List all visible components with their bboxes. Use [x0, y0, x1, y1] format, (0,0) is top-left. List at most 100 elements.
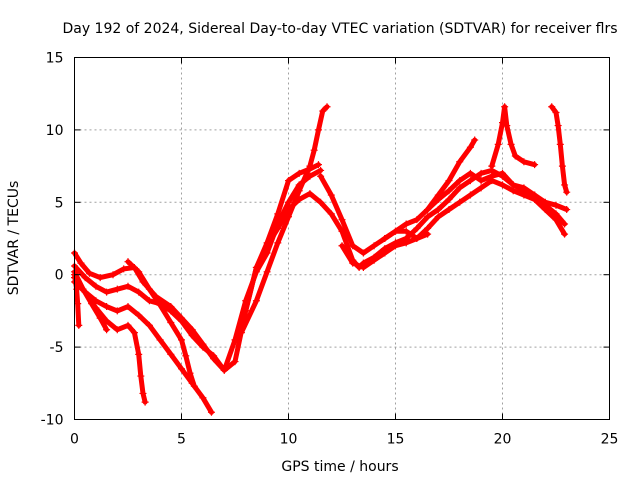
data-point-marker — [424, 206, 432, 214]
data-point-marker — [520, 184, 528, 192]
data-point-marker — [124, 282, 132, 290]
data-point-marker — [274, 239, 282, 247]
data-point-marker — [552, 201, 560, 209]
data-point-marker — [274, 224, 282, 232]
data-point-marker — [531, 161, 539, 169]
data-point-marker — [319, 107, 327, 115]
data-point-marker — [456, 158, 464, 166]
data-point-marker — [554, 122, 562, 130]
data-point-marker — [113, 307, 121, 315]
data-point-marker — [231, 358, 239, 366]
data-point-marker — [135, 350, 143, 358]
data-point-marker — [96, 274, 104, 282]
data-point-marker — [456, 184, 464, 192]
data-point-marker — [445, 206, 453, 214]
data-point-marker — [381, 249, 389, 257]
data-point-marker — [402, 239, 410, 247]
data-point-marker — [103, 317, 111, 325]
data-point-marker — [359, 263, 367, 271]
data-point-marker — [156, 301, 164, 309]
data-point-marker — [317, 172, 325, 180]
data-point-marker — [558, 162, 566, 170]
data-point-marker — [424, 230, 432, 238]
series-arc-8 — [237, 103, 331, 337]
series-line — [549, 104, 570, 195]
data-point-marker — [199, 394, 207, 402]
data-point-marker — [456, 177, 464, 185]
series-line — [318, 170, 568, 256]
x-tick-label: 10 — [280, 432, 298, 448]
chart-title: Day 192 of 2024, Sidereal Day-to-day VTE… — [62, 21, 617, 37]
data-point-marker — [190, 382, 198, 390]
data-point-marker — [477, 169, 485, 177]
data-point-marker — [434, 191, 442, 199]
data-point-marker — [141, 398, 149, 406]
data-point-marker — [338, 216, 346, 224]
data-point-marker — [113, 326, 121, 334]
data-point-marker — [310, 146, 318, 154]
data-point-marker — [252, 263, 260, 271]
data-point-marker — [306, 162, 314, 170]
data-point-marker — [561, 220, 569, 228]
data-point-marker — [242, 307, 250, 315]
data-point-marker — [392, 227, 399, 235]
series-arc-12 — [381, 227, 432, 242]
data-point-marker — [74, 300, 82, 308]
data-point-marker — [285, 198, 292, 206]
data-point-marker — [120, 265, 128, 273]
data-point-marker — [503, 122, 511, 130]
data-point-marker — [445, 187, 453, 195]
x-tick-label: 15 — [387, 432, 405, 448]
data-point-marker — [295, 187, 303, 195]
data-point-marker — [494, 140, 502, 148]
data-point-marker — [156, 336, 164, 344]
data-point-marker — [237, 329, 245, 337]
data-point-marker — [113, 285, 121, 293]
data-point-marker — [520, 158, 528, 166]
data-point-marker — [103, 288, 111, 296]
data-point-marker — [541, 206, 549, 214]
data-point-marker — [552, 216, 560, 224]
data-point-marker — [477, 184, 485, 192]
series-arc-14 — [488, 103, 539, 170]
data-point-marker — [75, 321, 83, 329]
y-tick-label: 0 — [55, 268, 64, 284]
data-point-marker — [210, 352, 218, 360]
data-point-marker — [471, 136, 479, 144]
data-point-marker — [359, 249, 367, 257]
data-point-marker — [349, 242, 357, 250]
data-point-marker — [349, 259, 357, 267]
data-point-marker — [145, 321, 153, 329]
data-point-marker — [167, 318, 175, 326]
y-tick-label: 5 — [55, 195, 64, 211]
data-point-marker — [370, 242, 378, 250]
data-point-marker — [488, 177, 496, 185]
data-point-marker — [488, 162, 496, 170]
data-point-marker — [130, 329, 138, 337]
data-point-marker — [466, 191, 474, 199]
x-tick-label: 20 — [494, 432, 512, 448]
data-point-marker — [552, 109, 560, 117]
data-point-marker — [402, 227, 410, 235]
series-arc-11 — [338, 177, 569, 271]
series-line — [489, 104, 538, 169]
data-point-marker — [563, 188, 571, 196]
data-point-marker — [77, 259, 85, 267]
data-point-marker — [220, 366, 228, 374]
data-point-marker — [392, 242, 399, 250]
data-point-marker — [186, 369, 194, 377]
data-point-marker — [103, 326, 111, 334]
data-point-marker — [207, 408, 215, 416]
data-point-marker — [434, 213, 442, 221]
data-point-marker — [135, 288, 143, 296]
data-point-marker — [81, 288, 89, 296]
data-point-marker — [509, 187, 517, 195]
series-arc-5 — [71, 274, 149, 406]
data-point-marker — [466, 177, 474, 185]
data-point-marker — [563, 206, 571, 214]
data-point-marker — [445, 195, 453, 203]
data-point-marker — [124, 258, 132, 266]
series-arc-7 — [124, 258, 198, 390]
series-arc-15 — [548, 103, 571, 196]
plot-frame — [74, 57, 610, 420]
